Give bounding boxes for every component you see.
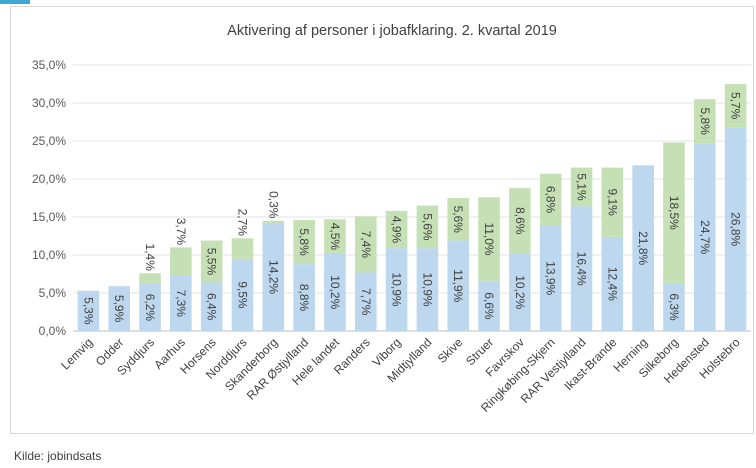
- y-tick-label: 5,0%: [39, 286, 67, 300]
- data-label-virksomhedsrettet: 6,2%: [143, 294, 157, 322]
- bar-ovr-aktivering: [200, 240, 223, 283]
- data-label-ovr-aktivering: 2,7%: [236, 209, 250, 237]
- data-label-virksomhedsrettet: 9,5%: [236, 281, 250, 309]
- data-label-virksomhedsrettet: 12,4%: [605, 267, 619, 301]
- bar-ovr-aktivering: [231, 238, 254, 259]
- bar-virksomhedsrettet: [293, 264, 315, 331]
- bar-virksomhedsrettet: [139, 283, 161, 331]
- data-label-virksomhedsrettet: 6,4%: [205, 293, 219, 321]
- chart-svg: Aktivering af personer i jobafklaring. 2…: [32, 23, 751, 415]
- bar-virksomhedsrettet: [570, 206, 593, 331]
- data-label-virksomhedsrettet: 6,3%: [667, 293, 681, 321]
- data-label-ovr-aktivering: 0,3%: [266, 191, 280, 219]
- y-tick-label: 15,0%: [32, 210, 66, 224]
- bar-virksomhedsrettet: [632, 165, 654, 331]
- bar-ovr-aktivering: [139, 273, 161, 284]
- bar-ovr-aktivering: [385, 210, 408, 249]
- y-tick-label: 20,0%: [32, 172, 66, 186]
- bar-virksomhedsrettet: [200, 282, 223, 331]
- y-tick-label: 35,0%: [32, 58, 66, 72]
- data-label-virksomhedsrettet: 10,9%: [420, 273, 434, 307]
- bar-virksomhedsrettet: [724, 127, 747, 331]
- data-label-virksomhedsrettet: 7,3%: [174, 290, 188, 318]
- data-label-virksomhedsrettet: 10,9%: [390, 273, 404, 307]
- bar-ovr-aktivering: [447, 198, 470, 241]
- source-note: Kilde: jobindsats: [14, 449, 102, 463]
- bar-ovr-aktivering: [416, 205, 439, 249]
- bar-ovr-aktivering: [478, 197, 500, 281]
- data-label-ovr-aktivering: 5,1%: [575, 173, 589, 201]
- data-label-virksomhedsrettet: 6,6%: [482, 292, 496, 320]
- data-label-ovr-aktivering: 1,4%: [143, 244, 157, 272]
- bar-ovr-aktivering: [509, 188, 531, 254]
- data-label-virksomhedsrettet: 5,3%: [81, 297, 95, 325]
- header-accent-bar: [0, 0, 30, 4]
- bar-virksomhedsrettet: [170, 275, 192, 331]
- data-label-ovr-aktivering: 3,7%: [174, 218, 188, 246]
- bar-ovr-aktivering: [324, 219, 346, 254]
- data-label-virksomhedsrettet: 10,2%: [328, 275, 342, 309]
- data-label-virksomhedsrettet: 7,7%: [359, 288, 373, 316]
- data-label-ovr-aktivering: 5,7%: [729, 92, 743, 120]
- bar-virksomhedsrettet: [663, 283, 685, 331]
- bar-virksomhedsrettet: [601, 236, 624, 331]
- data-label-virksomhedsrettet: 21,8%: [636, 231, 650, 265]
- y-tick-label: 25,0%: [32, 134, 66, 148]
- bar-virksomhedsrettet: [262, 223, 285, 331]
- x-tick-label: Lemvig: [58, 335, 95, 372]
- data-label-virksomhedsrettet: 5,9%: [112, 295, 126, 323]
- bar-virksomhedsrettet: [385, 248, 408, 331]
- data-label-ovr-aktivering: 7,4%: [359, 231, 373, 259]
- bar-ovr-aktivering: [170, 247, 192, 276]
- bar-ovr-aktivering: [693, 99, 716, 144]
- data-label-virksomhedsrettet: 26,8%: [729, 212, 743, 246]
- data-label-ovr-aktivering: 8,6%: [513, 207, 527, 235]
- data-label-virksomhedsrettet: 14,2%: [266, 260, 280, 294]
- bar-virksomhedsrettet: [354, 272, 377, 331]
- data-label-virksomhedsrettet: 10,2%: [513, 275, 527, 309]
- data-label-ovr-aktivering: 5,5%: [205, 248, 219, 276]
- data-label-ovr-aktivering: 5,8%: [297, 228, 311, 256]
- data-label-ovr-aktivering: 9,1%: [605, 189, 619, 217]
- data-label-virksomhedsrettet: 16,4%: [575, 252, 589, 286]
- data-label-ovr-aktivering: 6,8%: [544, 186, 558, 214]
- bar-ovr-aktivering: [293, 220, 315, 265]
- y-tick-label: 10,0%: [32, 248, 66, 262]
- x-tick-label: Skive: [435, 335, 466, 366]
- data-label-ovr-aktivering: 11,0%: [482, 222, 496, 255]
- bar-virksomhedsrettet: [77, 290, 100, 331]
- bar-virksomhedsrettet: [539, 225, 562, 331]
- data-label-ovr-aktivering: 5,6%: [451, 206, 465, 234]
- bar-virksomhedsrettet: [509, 253, 531, 331]
- data-label-ovr-aktivering: 4,9%: [390, 216, 404, 244]
- data-label-virksomhedsrettet: 11,9%: [451, 269, 465, 302]
- bar-virksomhedsrettet: [478, 280, 500, 331]
- data-label-virksomhedsrettet: 24,7%: [698, 220, 712, 254]
- chart-title: Aktivering af personer i jobafklaring. 2…: [227, 23, 557, 39]
- bar-ovr-aktivering: [570, 167, 593, 207]
- chart-area: Aktivering af personer i jobafklaring. 2…: [10, 6, 754, 434]
- bar-virksomhedsrettet: [108, 286, 131, 331]
- y-tick-label: 0,0%: [39, 324, 67, 338]
- bar-ovr-aktivering: [354, 216, 377, 273]
- bar-virksomhedsrettet: [324, 253, 346, 331]
- data-label-virksomhedsrettet: 13,9%: [544, 261, 558, 295]
- bar-ovr-aktivering: [663, 142, 685, 284]
- bar-ovr-aktivering: [724, 84, 747, 128]
- bar-virksomhedsrettet: [447, 240, 470, 331]
- data-label-virksomhedsrettet: 8,8%: [297, 284, 311, 312]
- data-label-ovr-aktivering: 5,6%: [420, 213, 434, 241]
- bar-virksomhedsrettet: [231, 258, 254, 331]
- data-label-ovr-aktivering: 18,5%: [667, 196, 681, 230]
- bar-virksomhedsrettet: [693, 143, 716, 331]
- bar-ovr-aktivering: [601, 167, 624, 237]
- y-tick-label: 30,0%: [32, 96, 66, 110]
- bar-ovr-aktivering: [262, 220, 285, 224]
- bar-ovr-aktivering: [539, 173, 562, 226]
- data-label-ovr-aktivering: 4,5%: [328, 223, 342, 251]
- bar-virksomhedsrettet: [416, 248, 439, 331]
- data-label-ovr-aktivering: 5,8%: [698, 108, 712, 136]
